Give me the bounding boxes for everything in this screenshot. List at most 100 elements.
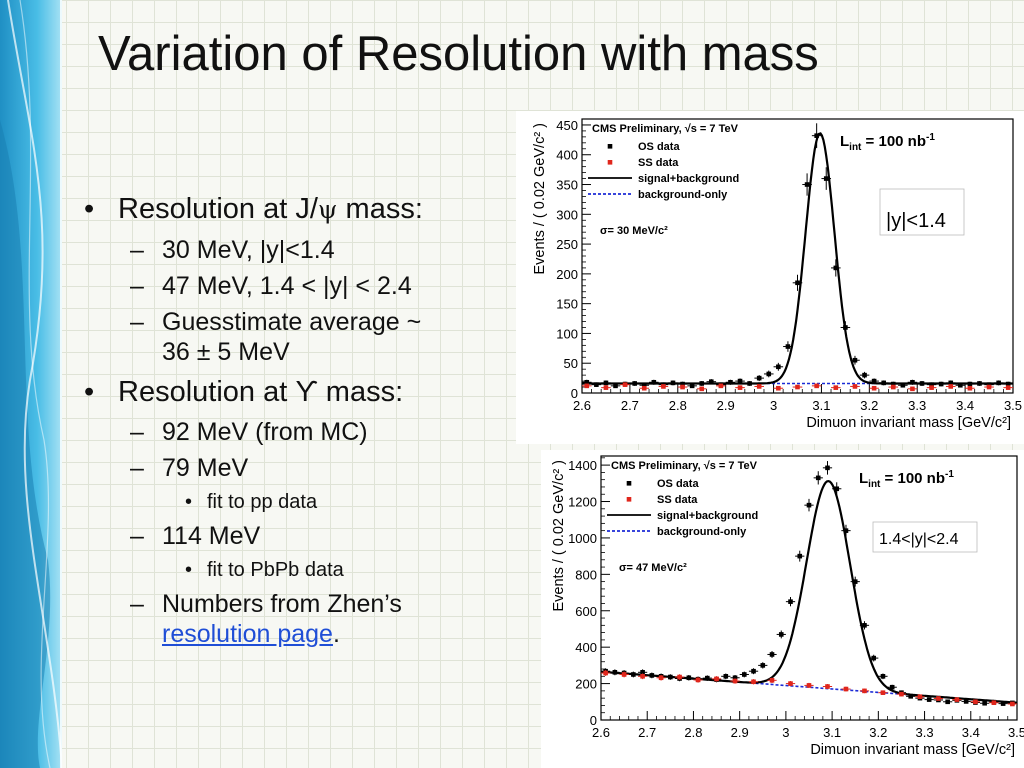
ss-data-point bbox=[1010, 701, 1015, 707]
ss-data-point bbox=[699, 386, 705, 392]
os-data-point bbox=[881, 380, 886, 386]
ss-data-point bbox=[871, 385, 877, 391]
x-tick-label: 3.2 bbox=[860, 398, 878, 413]
os-data-point bbox=[862, 372, 867, 378]
ss-data-point bbox=[661, 384, 666, 389]
os-data-point bbox=[584, 379, 590, 385]
os-data-point bbox=[977, 381, 982, 386]
os-data-point bbox=[963, 699, 969, 704]
ss-data-point bbox=[991, 700, 997, 706]
ss-data-point bbox=[973, 699, 978, 705]
sub-bullet-guesstimate: Guesstimate average ~ 36 ± 5 MeV bbox=[78, 307, 508, 367]
ss-data-point bbox=[769, 678, 775, 683]
guesstimate-line2: 36 ± 5 MeV bbox=[162, 338, 290, 366]
decorative-wave-band bbox=[0, 0, 62, 768]
y-tick-label: 800 bbox=[575, 567, 597, 582]
os-data-point bbox=[751, 668, 756, 674]
plot-frame bbox=[581, 118, 1014, 394]
ss-data-point bbox=[843, 686, 849, 692]
ss-data-point bbox=[751, 679, 756, 685]
y-tick-label: 0 bbox=[571, 386, 578, 401]
bullet-jpsi-text: Resolution at J/ bbox=[118, 193, 318, 225]
sub-bullet-30mev: 30 MeV, |y|<1.4 bbox=[78, 235, 508, 265]
ss-data-point bbox=[714, 676, 719, 682]
bullet-list: Resolution at J/ψ mass: 30 MeV, |y|<1.4 … bbox=[78, 190, 508, 655]
luminosity-label: Lint = 100 nb-1 bbox=[859, 469, 954, 490]
y-tick-label: 350 bbox=[556, 178, 578, 193]
ss-data-point bbox=[788, 681, 793, 686]
os-data-point bbox=[982, 700, 987, 706]
os-data-point bbox=[612, 669, 618, 675]
experiment-name: CMS Preliminary, bbox=[611, 460, 704, 472]
x-tick-label: 3.3 bbox=[908, 398, 926, 413]
os-data-point bbox=[1005, 381, 1011, 387]
guesstimate-line1: Guesstimate average ~ bbox=[162, 308, 422, 336]
y-axis-label: Events / ( 0.02 GeV/c² ) bbox=[532, 123, 548, 275]
rapidity-box bbox=[872, 521, 978, 553]
os-data-point bbox=[640, 669, 645, 675]
os-data-point bbox=[806, 502, 812, 508]
x-tick-label: 3.4 bbox=[956, 398, 974, 413]
os-data-point bbox=[689, 383, 695, 389]
ss-data-point bbox=[967, 385, 973, 391]
os-data-point bbox=[732, 675, 738, 681]
resolution-page-link[interactable]: resolution page bbox=[162, 620, 333, 648]
ss-data-point bbox=[948, 384, 954, 389]
os-data-point bbox=[728, 379, 733, 385]
os-data-point bbox=[852, 579, 858, 584]
os-data-point bbox=[958, 382, 963, 388]
os-data-point bbox=[889, 684, 895, 690]
x-tick-label: 2.7 bbox=[621, 398, 639, 413]
cms-preliminary-label: CMS Preliminary, √s = 7 TeV bbox=[611, 460, 758, 472]
sub-bullet-114mev: 114 MeV bbox=[78, 521, 508, 551]
ss-data-point bbox=[814, 383, 819, 389]
legend-label: OS data bbox=[657, 478, 699, 490]
experiment-name: CMS Preliminary, bbox=[592, 123, 685, 135]
os-data-point bbox=[919, 381, 925, 386]
os-data-point bbox=[908, 694, 913, 699]
os-data-point bbox=[900, 382, 906, 388]
legend-label: OS data bbox=[638, 141, 680, 153]
rapidity-label: |y|<1.4 bbox=[886, 210, 946, 232]
os-data-point bbox=[741, 672, 747, 677]
link-period: . bbox=[332, 620, 340, 648]
ss-data-point bbox=[680, 384, 685, 390]
os-data-point bbox=[668, 674, 673, 680]
lumi-superscript: -1 bbox=[945, 469, 954, 480]
x-tick-label: 2.9 bbox=[731, 725, 749, 740]
os-data-point bbox=[834, 486, 840, 492]
os-data-point bbox=[709, 379, 714, 384]
lumi-superscript: -1 bbox=[926, 132, 935, 143]
legend-marker bbox=[626, 497, 632, 502]
os-data-point bbox=[890, 381, 896, 387]
ss-data-point bbox=[986, 384, 992, 390]
os-data-point bbox=[641, 382, 647, 388]
os-data-point bbox=[769, 652, 775, 657]
ss-data-point bbox=[732, 678, 738, 684]
sub-bullet-47mev: 47 MeV, 1.4 < |y| < 2.4 bbox=[78, 271, 508, 301]
os-data-point bbox=[795, 280, 800, 286]
y-tick-label: 250 bbox=[556, 237, 578, 252]
os-data-point bbox=[686, 675, 692, 681]
x-tick-label: 3.1 bbox=[812, 398, 830, 413]
x-tick-label: 3.4 bbox=[962, 725, 980, 740]
bullet-jpsi-suffix: mass: bbox=[337, 193, 423, 225]
ss-data-point bbox=[640, 674, 645, 679]
os-data-point bbox=[651, 379, 657, 385]
y-tick-label: 1400 bbox=[568, 458, 597, 473]
luminosity-label: Lint = 100 nb-1 bbox=[840, 132, 935, 153]
y-axis-label: Events / ( 0.02 GeV/c² ) bbox=[551, 460, 567, 612]
os-data-point bbox=[747, 381, 752, 386]
os-data-point bbox=[1000, 701, 1006, 706]
os-data-point bbox=[680, 381, 685, 387]
chart-jpsi-barrel: 2.6 2.7 2.8 2.9 3 3.1 3.2 3.3 3.4 3.5 0 50 100 150 200… bbox=[516, 111, 1024, 444]
rapidity-box bbox=[879, 188, 965, 236]
os-data-point bbox=[760, 663, 766, 668]
legend-label: signal+background bbox=[638, 173, 739, 185]
os-data-point bbox=[986, 382, 992, 387]
ss-data-point bbox=[584, 383, 590, 389]
os-data-point bbox=[632, 381, 637, 386]
legend-marker bbox=[607, 160, 613, 165]
x-tick-label: 3.3 bbox=[916, 725, 934, 740]
x-tick-label: 2.7 bbox=[638, 725, 656, 740]
